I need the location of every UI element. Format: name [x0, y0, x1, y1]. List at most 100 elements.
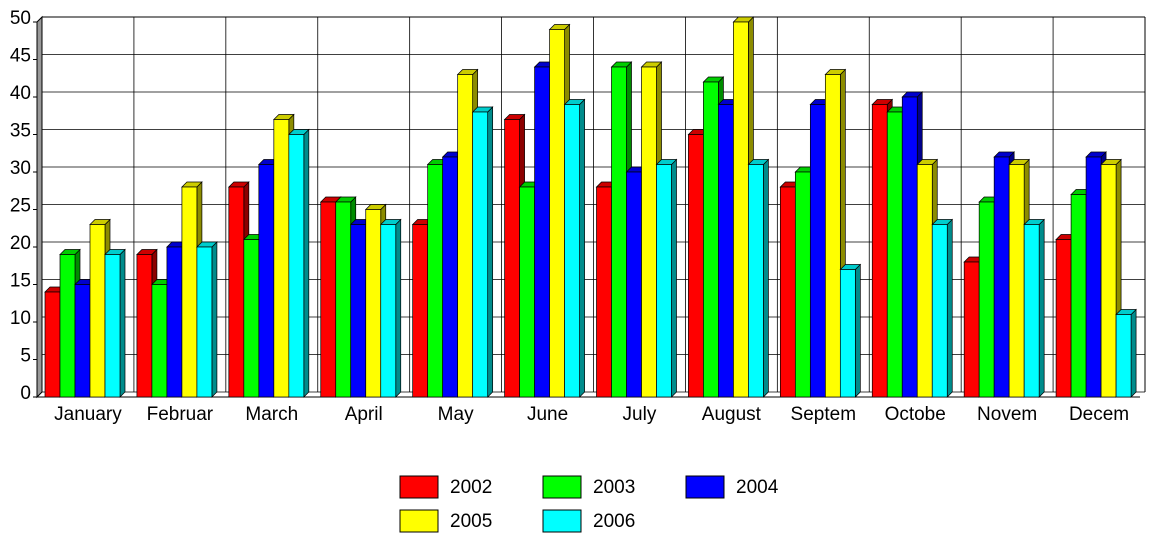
x-tick-label: Septem	[791, 404, 856, 425]
bar	[963, 261, 980, 398]
bar	[335, 201, 352, 398]
bar	[641, 66, 657, 398]
bar	[519, 186, 535, 398]
bar-side	[854, 263, 861, 398]
bar	[472, 111, 489, 398]
bar-side	[1130, 308, 1137, 398]
bar	[718, 104, 734, 398]
bar	[104, 254, 121, 398]
legend-swatch	[399, 475, 439, 499]
bar	[886, 111, 903, 398]
x-tick-label: Novem	[977, 404, 1037, 425]
y-tick-label: 15	[10, 271, 31, 292]
bar	[243, 239, 260, 398]
bar	[901, 96, 918, 398]
bar	[809, 104, 826, 398]
bar	[151, 284, 168, 398]
bar	[839, 269, 856, 398]
legend-swatch	[685, 475, 725, 499]
bar	[931, 224, 948, 398]
y-tick-label: 30	[10, 158, 31, 179]
x-tick-label: May	[438, 404, 474, 425]
bar	[166, 246, 183, 398]
x-tick-label: Decem	[1069, 404, 1129, 425]
bar	[779, 186, 796, 398]
legend-label: 2002	[450, 477, 492, 498]
legend-swatch	[542, 509, 582, 533]
x-tick-label: July	[623, 404, 657, 425]
bar	[1008, 164, 1025, 398]
x-tick-label: Octobe	[885, 404, 946, 425]
x-tick-label: June	[527, 404, 568, 425]
bar	[703, 81, 719, 398]
bar	[993, 156, 1010, 398]
legend-swatch	[542, 475, 582, 499]
bar	[748, 164, 764, 398]
bar	[656, 164, 672, 398]
bar	[258, 164, 275, 398]
bar	[288, 134, 305, 398]
bar	[273, 119, 290, 398]
bar	[1070, 194, 1087, 398]
legend-label: 2004	[736, 477, 779, 498]
bar	[44, 291, 61, 398]
x-tick-label: April	[345, 404, 383, 425]
bar	[626, 171, 642, 398]
y-tick-label: 20	[10, 233, 31, 254]
bar	[320, 201, 337, 398]
bar	[549, 29, 565, 398]
bar	[824, 74, 841, 398]
bar-side	[303, 128, 310, 398]
bar	[457, 74, 474, 398]
bar	[228, 186, 245, 398]
y-tick-label: 40	[10, 83, 31, 104]
bar	[1023, 224, 1040, 398]
legend-swatch	[399, 509, 439, 533]
bar	[1100, 164, 1117, 398]
x-tick-label: August	[702, 404, 762, 425]
bar	[564, 104, 580, 398]
bar	[89, 224, 106, 398]
x-tick-label: March	[245, 404, 298, 425]
bar	[442, 156, 459, 398]
bar	[1085, 156, 1102, 398]
bar	[365, 209, 382, 398]
bar	[871, 104, 888, 398]
bar	[350, 224, 367, 398]
left-wall	[36, 15, 43, 399]
y-tick-label: 5	[20, 346, 31, 367]
legend-label: 2005	[450, 511, 492, 532]
bar	[1055, 239, 1072, 398]
bar	[74, 284, 91, 398]
bar	[688, 134, 704, 398]
bar	[733, 21, 749, 398]
y-tick-label: 35	[10, 121, 31, 142]
bar	[978, 201, 995, 398]
bar	[380, 224, 397, 398]
bar-side	[395, 218, 402, 398]
bar-side	[579, 98, 585, 398]
bar	[181, 186, 198, 398]
bar-side	[487, 106, 494, 398]
legend-label: 2006	[593, 511, 635, 532]
bar-side	[946, 218, 953, 398]
bar	[504, 119, 520, 398]
x-tick-label: January	[54, 404, 122, 425]
x-tick-label: Februar	[147, 404, 214, 425]
bar	[1115, 314, 1132, 398]
y-tick-label: 45	[10, 46, 31, 67]
bar-side	[119, 248, 126, 398]
bar-side	[211, 241, 218, 398]
bar	[534, 66, 550, 398]
bar	[794, 171, 811, 398]
y-tick-label: 50	[10, 8, 31, 29]
bar-side	[1038, 218, 1045, 398]
bar	[196, 246, 213, 398]
y-tick-label: 0	[20, 383, 31, 404]
bar	[596, 186, 612, 398]
bar	[916, 164, 933, 398]
bar-side	[671, 158, 677, 398]
y-tick-label: 25	[10, 196, 31, 217]
